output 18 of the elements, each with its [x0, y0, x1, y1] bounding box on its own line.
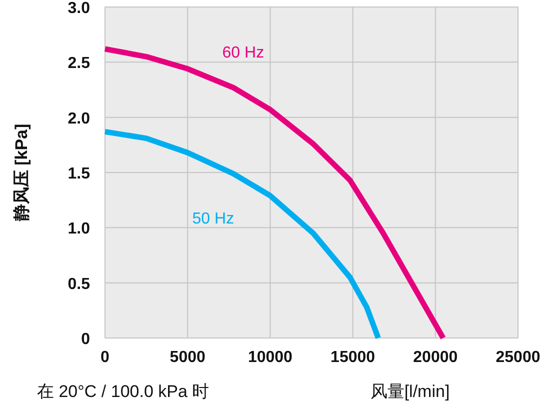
y-tick-label: 3.0: [68, 0, 90, 17]
y-tick-label: 2.5: [68, 55, 90, 72]
x-tick-label: 10000: [248, 349, 293, 366]
y-tick-label: 1.0: [68, 220, 90, 238]
x-tick-label: 20000: [413, 349, 458, 366]
x-tick-label: 5000: [170, 349, 206, 366]
y-tick-label: 0.5: [68, 276, 90, 293]
series-label: 50 Hz: [192, 210, 234, 228]
y-axis-title: 静风压 [kPa]: [12, 124, 31, 222]
text: 在 20°C / 100.0 kPa 时: [37, 382, 210, 401]
x-tick-label: 0: [100, 349, 110, 366]
y-tick-label: 2.0: [68, 110, 90, 128]
series-label: 60 Hz: [222, 44, 264, 62]
x-axis-title: 风量[l/min]: [370, 382, 450, 401]
y-tick-label: 1.5: [68, 166, 90, 182]
y-tick-label: 0: [81, 331, 90, 348]
x-tick-label: 25000: [496, 349, 540, 366]
x-tick-label: 15000: [330, 349, 376, 366]
